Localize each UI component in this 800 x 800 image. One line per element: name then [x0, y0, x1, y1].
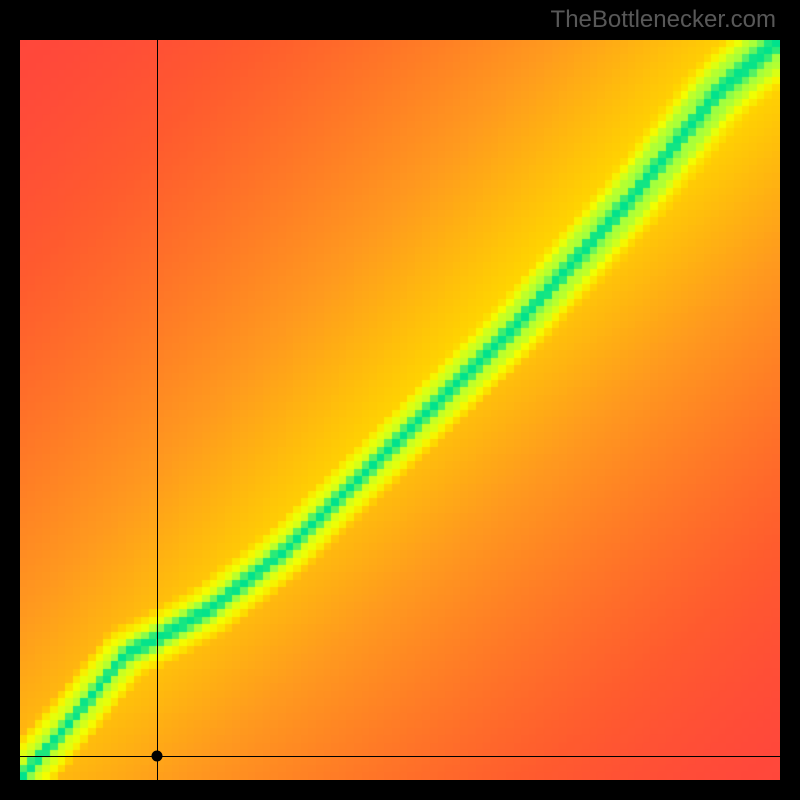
heatmap-canvas	[20, 40, 780, 780]
crosshair-vertical	[157, 40, 158, 780]
heatmap-plot	[20, 40, 780, 780]
source-attribution: TheBottlenecker.com	[551, 6, 776, 34]
crosshair-horizontal	[20, 756, 780, 757]
crosshair-marker	[151, 750, 162, 761]
